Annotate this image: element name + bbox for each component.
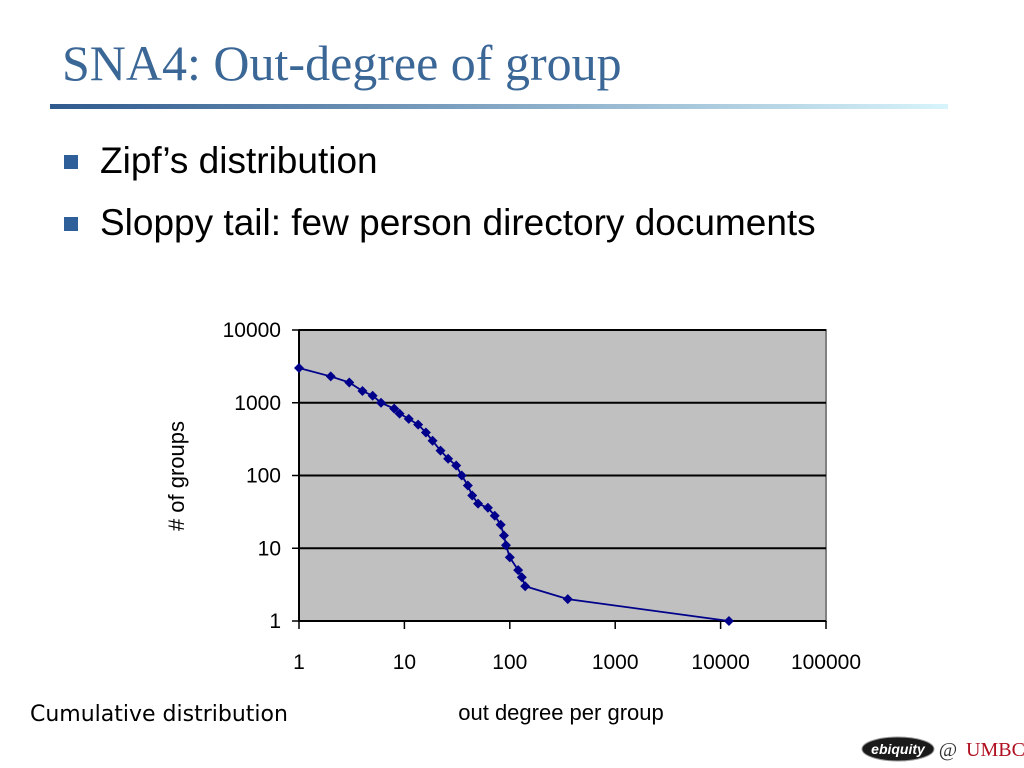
data-point: [516, 572, 527, 583]
y-axis-label: # of groups: [164, 421, 189, 531]
data-point: [367, 390, 378, 401]
x-tick-label: 100000: [791, 651, 861, 674]
x-axis-label: out degree per group: [458, 700, 664, 725]
y-tick-label: 100: [246, 465, 281, 488]
data-point: [723, 616, 734, 626]
data-point: [344, 377, 355, 388]
data-point: [420, 427, 431, 438]
data-point: [413, 419, 424, 430]
footer-org: UMBC: [966, 739, 1024, 761]
data-point: [467, 490, 478, 501]
x-tick-label: 100: [492, 651, 527, 674]
data-point: [325, 371, 336, 382]
bullet-text: Sloppy tail: few person directory docume…: [100, 202, 816, 243]
data-point: [435, 445, 446, 456]
data-point: [513, 565, 524, 576]
x-tick-label: 10000: [691, 651, 749, 674]
x-tick-label: 1000: [592, 651, 639, 674]
data-point: [443, 453, 454, 464]
title-rule: [50, 104, 948, 109]
data-point: [389, 403, 400, 414]
y-tick-label: 1000: [234, 392, 281, 415]
data-point: [504, 552, 515, 563]
data-point: [376, 397, 387, 408]
data-point: [495, 519, 506, 530]
x-tick-label: 1: [293, 651, 305, 674]
bullet-marker: [64, 217, 78, 231]
data-point: [427, 435, 438, 446]
data-point: [294, 363, 304, 374]
x-tick-label: 10: [393, 651, 416, 674]
data-point: [357, 386, 368, 397]
data-point: [482, 502, 493, 513]
data-point: [489, 510, 500, 521]
data-point: [456, 470, 467, 481]
slide-title: SNA4: Out-degree of group: [62, 35, 622, 91]
y-tick-label: 10: [258, 537, 281, 560]
data-point: [562, 594, 573, 605]
logo-text: ebiquity: [871, 741, 926, 757]
footer-at: @: [939, 739, 957, 761]
data-point: [403, 413, 414, 424]
data-point: [498, 530, 509, 541]
y-tick-label: 10000: [223, 319, 281, 342]
data-point: [451, 460, 462, 471]
footer-logos: ebiquity @ UMBC: [861, 736, 1024, 762]
logo-badge: [861, 736, 935, 762]
data-point: [520, 581, 531, 592]
bullet-text: Zipf’s distribution: [100, 140, 378, 181]
data-point: [394, 408, 405, 419]
data-point: [500, 540, 511, 551]
bullet-marker: [64, 155, 78, 169]
y-tick-label: 1: [269, 610, 281, 633]
data-point: [462, 480, 473, 491]
caption: Cumulative distribution: [30, 702, 288, 727]
data-point: [473, 498, 484, 509]
